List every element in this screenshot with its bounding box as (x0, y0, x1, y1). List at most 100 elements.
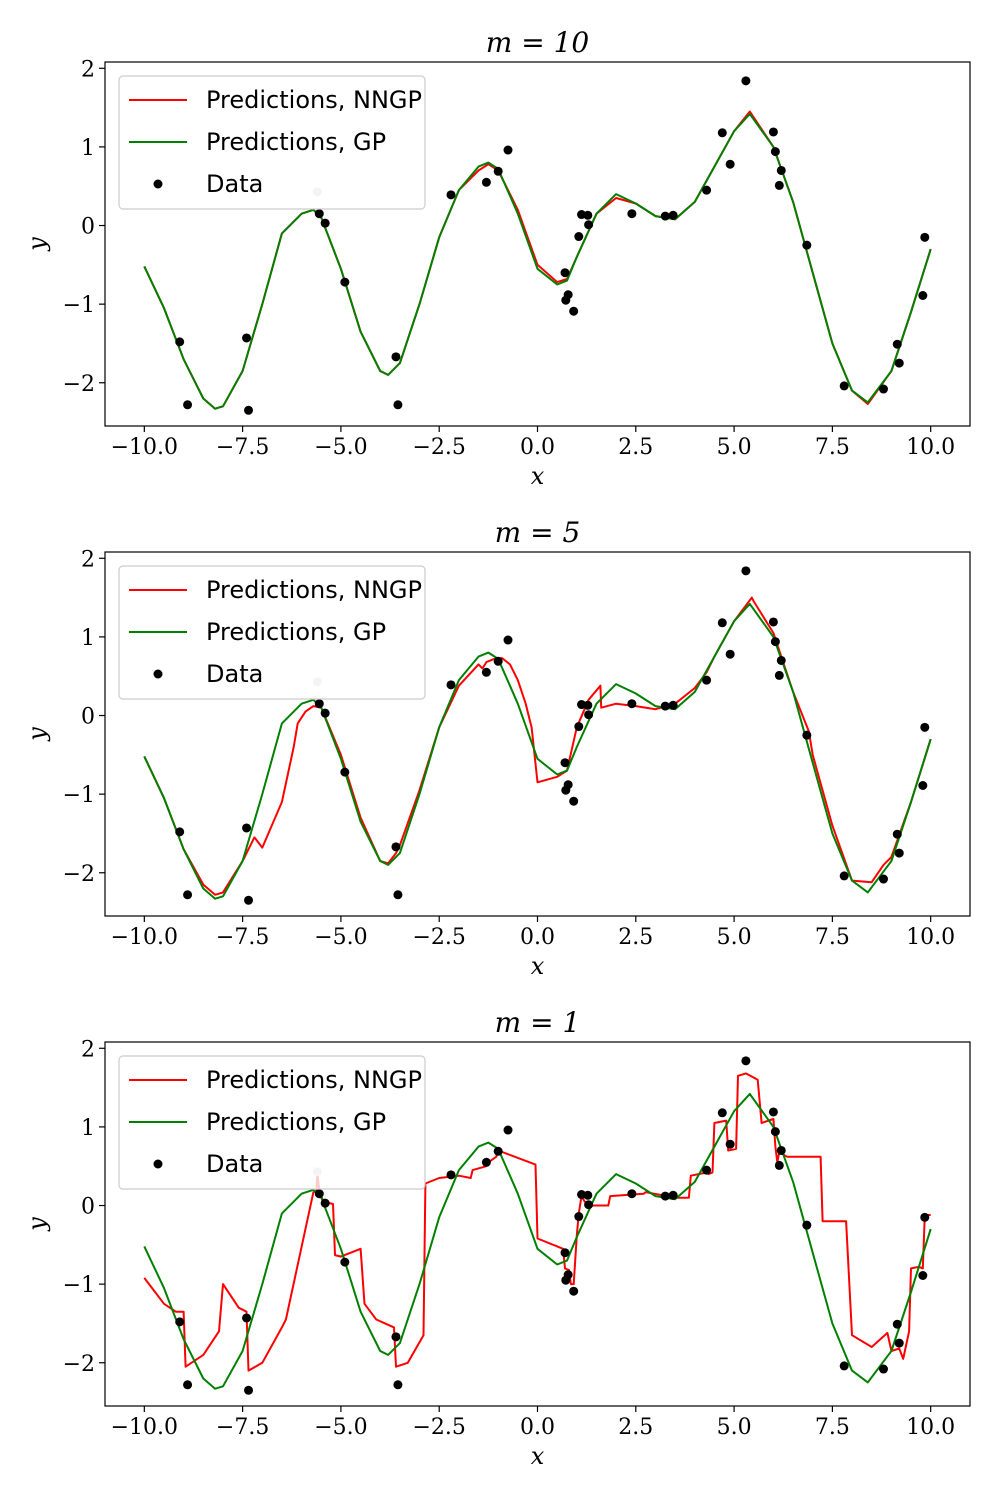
x-tick-label: −10.0 (111, 1415, 178, 1440)
data-point (175, 1317, 185, 1327)
data-point (175, 337, 185, 347)
data-point (493, 166, 503, 176)
data-point (802, 240, 812, 250)
x-tick-label: 10.0 (906, 925, 955, 950)
legend-box (118, 75, 426, 210)
data-point (770, 1127, 780, 1137)
legend-data-swatch (153, 1159, 163, 1169)
data-point (569, 306, 579, 316)
data-point (879, 874, 888, 884)
data-point (770, 637, 780, 647)
data-point (584, 220, 594, 230)
data-point (894, 358, 904, 368)
x-tick-label: 5.0 (717, 925, 752, 950)
x-tick-label: −7.5 (216, 1415, 269, 1440)
x-tick-label: −5.0 (314, 1415, 367, 1440)
data-point (175, 827, 185, 837)
y-tick-label: −1 (63, 783, 95, 808)
y-tick-label: 2 (81, 547, 95, 572)
y-tick-label: −2 (63, 372, 95, 397)
x-tick-label: 7.5 (815, 925, 850, 950)
x-tick-label: −2.5 (412, 435, 465, 460)
data-point (776, 655, 786, 665)
data-point (320, 218, 330, 228)
data-point (391, 842, 401, 852)
y-tick-label: 0 (81, 1195, 95, 1220)
x-tick-label: −10.0 (111, 925, 178, 950)
data-point (774, 180, 784, 190)
x-tick-label: 0.0 (520, 435, 555, 460)
data-point (242, 1313, 252, 1323)
data-point (560, 758, 570, 768)
data-point (584, 710, 594, 720)
y-tick-label: −2 (63, 862, 95, 887)
data-point (627, 1189, 637, 1199)
data-point (340, 767, 350, 777)
data-point (717, 1108, 727, 1118)
data-point (583, 700, 593, 710)
x-axis-label: x (531, 462, 545, 490)
data-point (560, 268, 570, 278)
x-tick-label: 0.0 (520, 1415, 555, 1440)
data-point (741, 76, 751, 86)
x-tick-label: −5.0 (314, 925, 367, 950)
data-point (391, 352, 401, 362)
data-point (725, 649, 735, 659)
series-nngp-line (143, 596, 932, 896)
data-point (920, 722, 930, 732)
y-tick-label: 0 (81, 705, 95, 730)
data-point (660, 211, 670, 221)
data-point (702, 675, 712, 685)
data-point (314, 1189, 324, 1199)
data-point (768, 127, 778, 137)
data-point (702, 1165, 712, 1175)
data-point (776, 165, 786, 175)
legend-entry-label: Data (206, 170, 263, 198)
axes-frame (104, 1041, 971, 1407)
data-point (503, 1125, 513, 1135)
data-point (627, 209, 637, 219)
data-point (183, 890, 193, 900)
data-point (563, 780, 573, 790)
data-point (802, 1220, 812, 1230)
legend-entry-label: Predictions, GP (206, 128, 386, 156)
data-point (314, 209, 324, 219)
data-point (244, 895, 254, 905)
data-point (583, 1190, 593, 1200)
data-point (660, 1191, 670, 1201)
data-point (892, 829, 902, 839)
x-tick-label: 5.0 (717, 1415, 752, 1440)
data-point (839, 1361, 849, 1371)
data-point (493, 656, 503, 666)
data-point (574, 722, 584, 732)
legend-entry-label: Predictions, GP (206, 1108, 386, 1136)
data-point (320, 1198, 330, 1208)
data-point (244, 405, 254, 415)
axes-frame (104, 551, 971, 917)
y-tick-label: 1 (81, 136, 95, 161)
x-tick-label: 0.0 (520, 925, 555, 950)
y-axis-label: y (23, 237, 51, 252)
data-point (393, 890, 403, 900)
data-point (481, 1157, 491, 1167)
data-point (918, 780, 928, 790)
data-point (702, 185, 712, 195)
legend-entry-label: Predictions, NNGP (206, 86, 422, 114)
data-point (560, 1248, 570, 1258)
data-point (802, 730, 812, 740)
y-axis-label: y (23, 1217, 51, 1232)
y-tick-label: 1 (81, 626, 95, 651)
legend-box (118, 1055, 426, 1190)
data-point (717, 128, 727, 138)
data-point (776, 1145, 786, 1155)
data-point (918, 290, 928, 300)
data-point (393, 400, 403, 410)
data-point (741, 566, 751, 576)
data-point (393, 1380, 403, 1390)
data-point (920, 232, 930, 242)
data-point (741, 1056, 751, 1066)
data-point (493, 1146, 503, 1156)
x-tick-label: 2.5 (618, 435, 653, 460)
x-tick-label: 10.0 (906, 435, 955, 460)
